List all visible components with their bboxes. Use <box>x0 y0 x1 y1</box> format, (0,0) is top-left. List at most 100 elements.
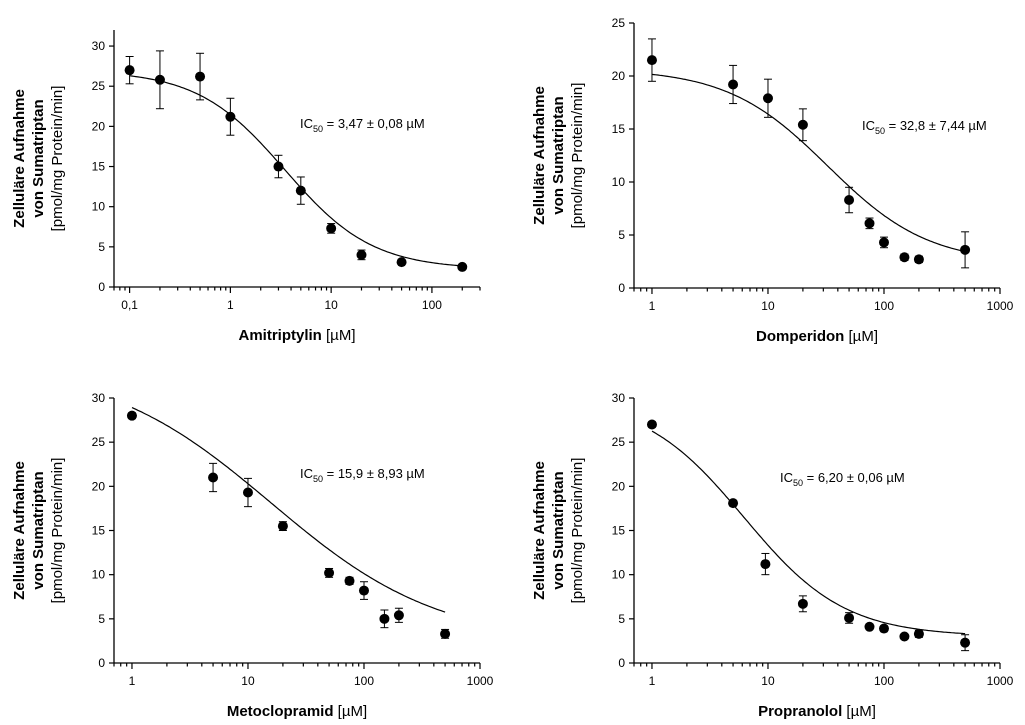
y-axis-title-line: [pmol/mg Protein/min] <box>49 86 66 232</box>
x-axis-label: Metoclopramid [µM] <box>227 703 367 720</box>
point-marker <box>960 637 971 648</box>
y-axis-title-line: von Sumatriptan <box>30 99 47 217</box>
y-axis-title-line: von Sumatriptan <box>30 471 47 589</box>
y-axis-title-line: von Sumatriptan <box>550 471 567 589</box>
x-tick-label: 100 <box>874 299 894 313</box>
point-marker <box>913 254 924 265</box>
y-tick-label: 15 <box>92 160 106 174</box>
data-point <box>844 612 855 624</box>
fit-curve <box>129 75 463 267</box>
y-axis-title-line: von Sumatriptan <box>550 96 567 214</box>
y-tick-label: 10 <box>612 568 626 582</box>
chart-domperidon: 0 5 10 15 20 25 1 10 100 1000 IC50 = 32,8 ± 7,44 µ… <box>531 16 1014 345</box>
point-marker <box>440 628 451 639</box>
y-axis-title-line: Zelluläre Aufnahme <box>11 89 28 228</box>
x-tick-label: 1 <box>227 298 234 312</box>
point-marker <box>344 575 355 586</box>
data-point <box>646 419 657 430</box>
y-tick-label: 20 <box>612 479 626 493</box>
point-marker <box>396 257 407 268</box>
data-point <box>379 609 390 629</box>
point-marker <box>457 261 468 272</box>
y-axis-title-line: [pmol/mg Protein/min] <box>569 458 586 604</box>
point-marker <box>126 410 137 421</box>
data-point <box>899 631 910 642</box>
y-tick-label: 0 <box>618 281 625 295</box>
ic50-annotation: IC50 = 6,20 ± 0,06 µM <box>780 470 905 488</box>
ic50-annotation: IC50 = 32,8 ± 7,44 µM <box>862 118 987 136</box>
data-point <box>154 50 165 110</box>
data-point <box>864 217 875 230</box>
data-point <box>393 607 404 623</box>
ic50-annotation: IC50 = 15,9 ± 8,93 µM <box>300 466 425 484</box>
data-point <box>277 521 288 532</box>
point-marker <box>646 419 657 430</box>
ic50-annotation: IC50 = 3,47 ± 0,08 µM <box>300 116 425 134</box>
data-point <box>195 52 206 101</box>
x-axis-label: Amitriptylin [µM] <box>239 327 356 344</box>
point-marker <box>208 472 219 483</box>
y-tick-label: 5 <box>98 612 105 626</box>
data-point <box>728 498 739 509</box>
point-marker <box>878 623 889 634</box>
y-tick-label: 0 <box>618 656 625 670</box>
x-tick-label: 1000 <box>987 299 1014 313</box>
chart-panel-amitriptylin: 0 5 10 15 20 25 30 0,1 1 10 100 IC50 = 3,47 ± 0,08 … <box>0 0 500 360</box>
data-point <box>797 595 808 613</box>
x-tick-label: 1 <box>129 674 136 688</box>
point-marker <box>154 74 165 85</box>
data-point <box>126 410 137 421</box>
point-marker <box>728 498 739 509</box>
y-tick-label: 30 <box>92 39 106 53</box>
y-tick-label: 15 <box>612 122 626 136</box>
y-tick-label: 20 <box>92 479 106 493</box>
y-tick-label: 10 <box>92 200 106 214</box>
point-marker <box>326 223 337 234</box>
data-point <box>844 186 855 214</box>
x-tick-label: 10 <box>241 674 255 688</box>
point-marker <box>225 111 236 122</box>
point-marker <box>760 559 771 570</box>
data-point <box>728 64 739 105</box>
data-point <box>457 261 468 272</box>
y-tick-label: 10 <box>612 175 626 189</box>
y-tick-label: 30 <box>612 391 626 405</box>
data-point <box>358 581 369 600</box>
y-tick-label: 30 <box>92 391 106 405</box>
fit-curve <box>651 430 966 635</box>
x-tick-label: 1000 <box>987 674 1014 688</box>
y-axis-title-line: Zelluläre Aufnahme <box>11 461 28 600</box>
point-marker <box>646 55 657 66</box>
data-point <box>762 78 773 118</box>
data-point <box>646 38 657 82</box>
data-point <box>878 623 889 634</box>
data-point <box>242 477 253 508</box>
point-marker <box>899 252 910 263</box>
point-marker <box>864 218 875 229</box>
x-tick-label: 10 <box>761 674 775 688</box>
point-marker <box>899 631 910 642</box>
point-marker <box>762 93 773 104</box>
data-point <box>324 567 335 578</box>
data-point <box>440 628 451 639</box>
data-point <box>864 621 875 632</box>
x-tick-label: 100 <box>874 674 894 688</box>
data-point <box>273 154 284 179</box>
y-tick-label: 0 <box>98 656 105 670</box>
data-point <box>344 575 355 586</box>
point-marker <box>844 195 855 206</box>
x-tick-label: 100 <box>422 298 442 312</box>
x-tick-label: 1 <box>649 674 656 688</box>
point-marker <box>797 119 808 130</box>
point-marker <box>797 598 808 609</box>
y-axis-title-line: [pmol/mg Protein/min] <box>49 458 66 604</box>
point-marker <box>844 612 855 623</box>
chart-panel-metoclopramid: 0 5 10 15 20 25 30 1 10 100 1000 IC50 = 15,9 ± 8,93… <box>0 365 500 725</box>
y-tick-label: 15 <box>612 524 626 538</box>
y-axis-title-line: Zelluläre Aufnahme <box>531 86 548 225</box>
chart-propranolol: 0 5 10 15 20 25 30 1 10 100 1000 IC50 = 6,20 ± 0,06… <box>531 391 1014 720</box>
point-marker <box>242 487 253 498</box>
data-point <box>960 634 971 652</box>
y-tick-label: 5 <box>618 228 625 242</box>
x-axis-label: Propranolol [µM] <box>758 703 876 720</box>
